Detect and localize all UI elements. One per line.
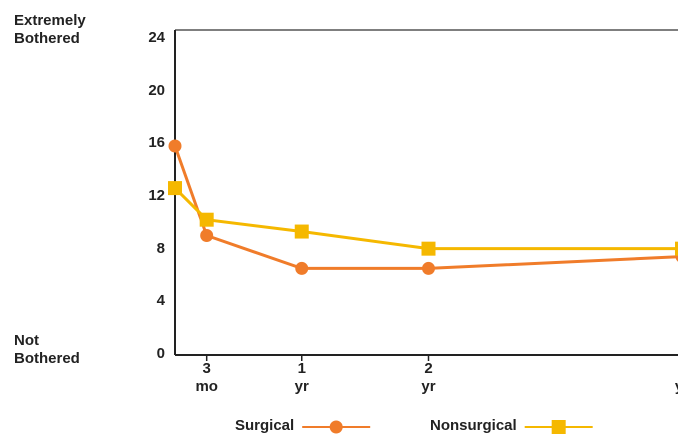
y-tick-label: 12 (148, 187, 165, 204)
legend-label: Surgical (235, 417, 295, 434)
y-tick-label: 8 (156, 239, 165, 257)
y-tick-label: 4 (156, 292, 165, 310)
y-tick-label: 24 (148, 29, 165, 46)
point-marker (294, 224, 309, 239)
y-bottom-label: Not Bothered (14, 332, 80, 367)
point-marker (200, 229, 214, 242)
y-tick-label: 16 (148, 134, 165, 152)
x-tick-label: 2 yr (421, 360, 436, 395)
x-tick-label: 1 yr (294, 360, 309, 395)
point-marker (421, 241, 436, 256)
x-tick-label: 4 yr (662, 360, 678, 396)
y-tick-label: 0 (156, 345, 165, 362)
legend-label: Nonsurgical (430, 417, 517, 434)
y-tick-label: 20 (148, 81, 165, 99)
point-marker (295, 261, 309, 275)
point-marker (168, 181, 182, 196)
series-line (173, 187, 678, 251)
point-marker (168, 139, 182, 153)
point-marker (422, 261, 435, 275)
y-top-label: Extremely Bothered (14, 12, 86, 47)
x-tick-label: 3 mo (195, 360, 218, 395)
point-marker (675, 241, 678, 256)
legend-marker (551, 420, 566, 434)
legend-marker (329, 420, 343, 434)
point-marker (199, 212, 214, 227)
